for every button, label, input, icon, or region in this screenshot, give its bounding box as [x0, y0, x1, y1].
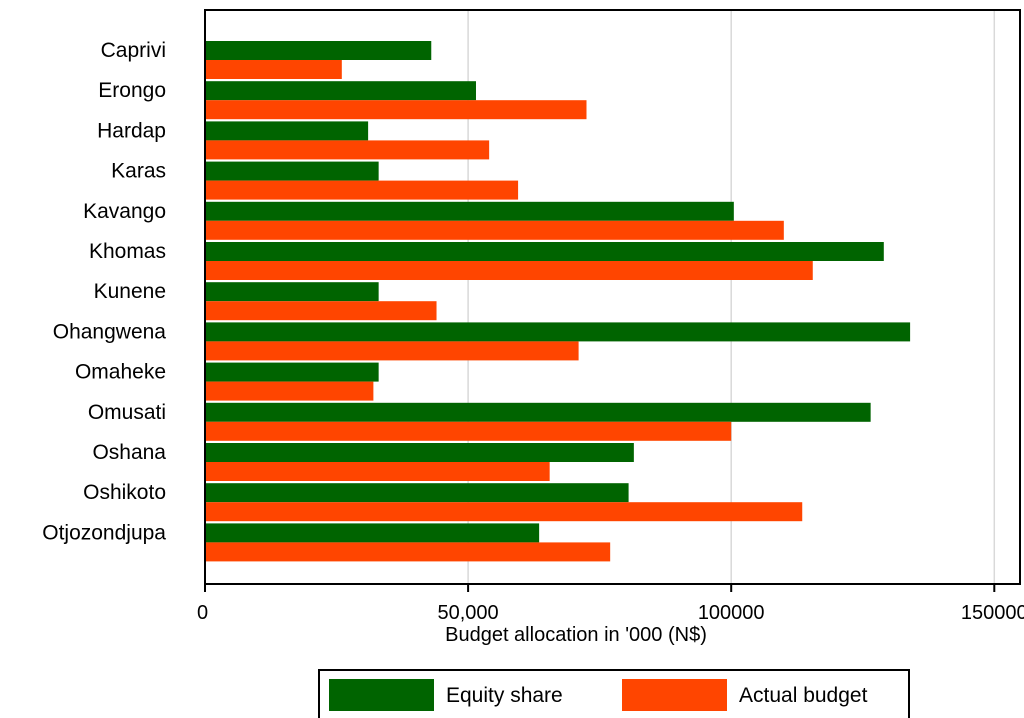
plot-frame: [204, 9, 1021, 585]
x-tick-label-3: 150000: [961, 602, 1024, 624]
bar-actual-budget-oshikoto: [205, 502, 803, 522]
category-label-karas: Karas: [111, 160, 166, 183]
bar-actual-budget-kavango: [205, 220, 784, 240]
bar-equity-share-kavango: [205, 201, 734, 221]
legend-label-equity-share: Equity share: [446, 684, 563, 707]
bar-actual-budget-karas: [205, 180, 519, 200]
category-label-ohangwena: Ohangwena: [53, 320, 167, 343]
bar-actual-budget-omaheke: [205, 381, 374, 401]
bar-actual-budget-hardap: [205, 140, 490, 160]
category-label-caprivi: Caprivi: [101, 39, 166, 62]
category-labels: Caprivi Erongo Hardap Karas Kavango Khomas Kun…: [42, 39, 166, 544]
bar-equity-share-karas: [205, 161, 379, 181]
x-axis-title: Budget allocation in '000 (N$): [445, 624, 707, 646]
bar-actual-budget-erongo: [205, 100, 587, 120]
legend-label-actual-budget: Actual budget: [739, 684, 868, 707]
bar-actual-budget-oshana: [205, 462, 550, 481]
bar-equity-share-khomas: [205, 242, 884, 261]
category-label-oshikoto: Oshikoto: [83, 481, 166, 504]
bar-equity-share-caprivi: [205, 41, 432, 60]
bar-equity-share-omusati: [205, 402, 871, 422]
category-label-otjozondjupa: Otjozondjupa: [42, 521, 166, 544]
category-label-kunene: Kunene: [94, 280, 166, 303]
category-label-omaheke: Omaheke: [75, 361, 166, 384]
bar-equity-share-otjozondjupa: [205, 523, 540, 543]
x-tick-label-0: 0: [197, 602, 208, 624]
category-label-hardap: Hardap: [97, 119, 166, 142]
category-label-kavango: Kavango: [83, 200, 166, 223]
bar-equity-share-kunene: [205, 282, 379, 302]
bar-actual-budget-caprivi: [205, 60, 342, 79]
category-label-oshana: Oshana: [92, 441, 166, 464]
bar-equity-share-erongo: [205, 81, 476, 101]
category-label-erongo: Erongo: [98, 79, 166, 102]
legend-swatch-equity-share: [329, 679, 434, 711]
bar-actual-budget-kunene: [205, 301, 437, 321]
bar-actual-budget-khomas: [205, 261, 813, 280]
x-tick-label-1: 50,000: [438, 602, 499, 624]
bar-equity-share-omaheke: [205, 362, 379, 382]
bar-actual-budget-ohangwena: [205, 341, 579, 361]
bar-actual-budget-otjozondjupa: [205, 542, 611, 562]
bars: [205, 41, 911, 562]
bar-equity-share-hardap: [205, 121, 369, 141]
legend-swatch-actual-budget: [622, 679, 727, 711]
legend: Equity share Actual budget: [318, 669, 910, 718]
bar-equity-share-ohangwena: [205, 322, 911, 342]
category-label-omusati: Omusati: [88, 401, 166, 424]
x-tick-label-2: 100000: [698, 602, 765, 624]
category-label-khomas: Khomas: [89, 240, 166, 263]
x-axis-ticks: 0 50,000 100000 150000: [197, 584, 1024, 624]
bar-actual-budget-omusati: [205, 421, 732, 441]
bar-equity-share-oshikoto: [205, 483, 629, 503]
bar-equity-share-oshana: [205, 443, 634, 462]
